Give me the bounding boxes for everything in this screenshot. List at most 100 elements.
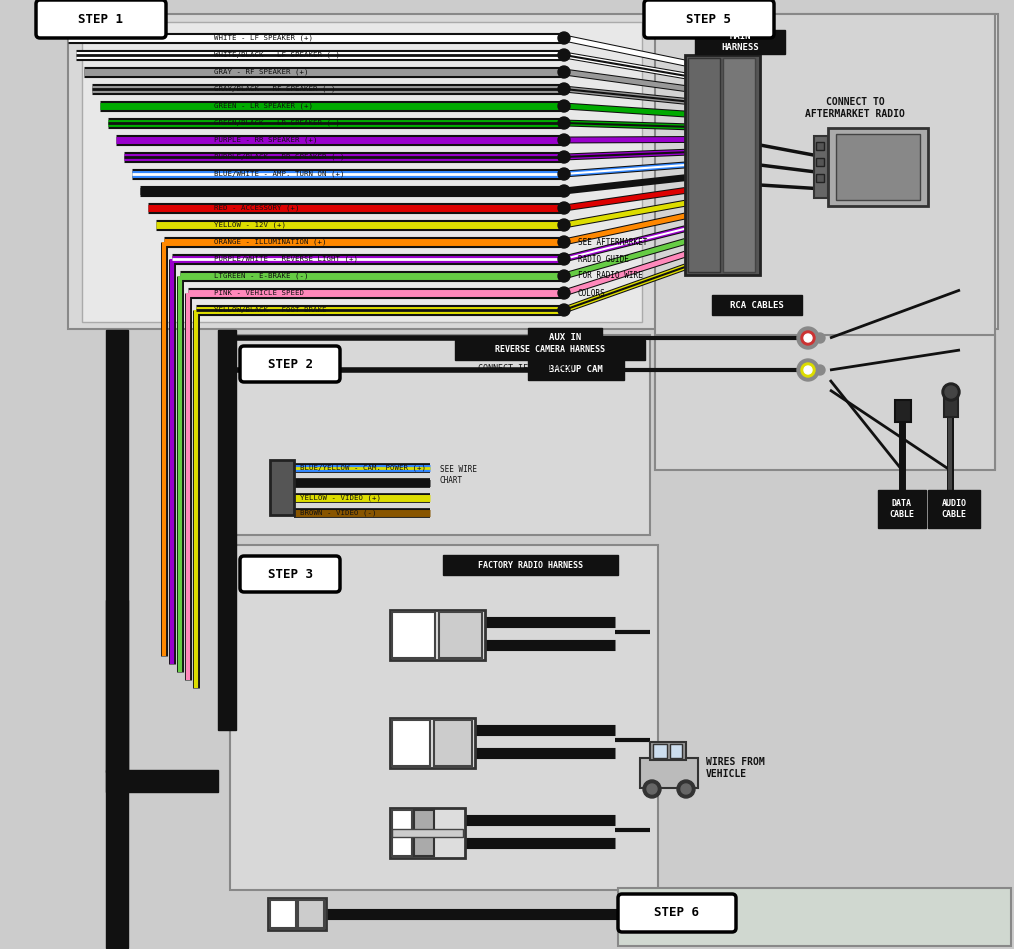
Text: MAIN
HARNESS: MAIN HARNESS — [721, 32, 758, 51]
Text: PINK - VEHICLE SPEED: PINK - VEHICLE SPEED — [214, 290, 304, 296]
Bar — [230, 545, 658, 890]
Bar — [439, 612, 482, 658]
Bar — [106, 770, 218, 792]
Text: RCA CABLES: RCA CABLES — [730, 301, 784, 309]
Text: DATA
CABLE: DATA CABLE — [889, 499, 915, 519]
Circle shape — [558, 270, 570, 282]
Bar — [878, 490, 926, 528]
Circle shape — [797, 359, 819, 381]
Circle shape — [815, 333, 825, 343]
Circle shape — [945, 386, 957, 398]
Circle shape — [797, 327, 819, 349]
Bar — [392, 612, 435, 658]
Text: FOR RADIO WIRE: FOR RADIO WIRE — [578, 271, 643, 281]
Text: AUDIO
CABLE: AUDIO CABLE — [942, 499, 966, 519]
Bar — [270, 900, 296, 928]
Text: STEP 3: STEP 3 — [268, 568, 312, 581]
Bar — [685, 55, 760, 275]
Text: YELLOW/BLACK - FOOT BRAKE: YELLOW/BLACK - FOOT BRAKE — [214, 307, 327, 313]
Text: SEE AFTERMARKET: SEE AFTERMARKET — [578, 237, 647, 247]
Text: YELLOW - VIDEO (+): YELLOW - VIDEO (+) — [300, 494, 381, 501]
Text: LTGREEN - E-BRAKE (-): LTGREEN - E-BRAKE (-) — [214, 272, 308, 279]
Text: WIRES FROM
VEHICLE: WIRES FROM VEHICLE — [706, 757, 765, 779]
Bar — [816, 158, 824, 166]
Bar — [390, 718, 475, 768]
Bar — [434, 720, 472, 766]
Text: STEP 5: STEP 5 — [686, 12, 731, 26]
Text: STEP 2: STEP 2 — [268, 358, 312, 370]
Bar — [723, 58, 755, 272]
Text: PURPLE/BLACK - RR SPEAKER (-): PURPLE/BLACK - RR SPEAKER (-) — [214, 154, 345, 160]
Bar — [816, 174, 824, 182]
Circle shape — [558, 287, 570, 299]
Text: BROWN - VIDEO (-): BROWN - VIDEO (-) — [300, 510, 376, 516]
Bar — [944, 395, 958, 417]
Text: BLACK - GROUND: BLACK - GROUND — [214, 188, 277, 194]
Text: BLACK - GROUND (-): BLACK - GROUND (-) — [300, 480, 381, 486]
Circle shape — [558, 134, 570, 146]
Circle shape — [942, 383, 960, 401]
Bar — [670, 744, 682, 758]
Text: PURPLE - RR SPEAKER (+): PURPLE - RR SPEAKER (+) — [214, 137, 317, 143]
Bar — [390, 610, 485, 660]
Bar — [814, 136, 828, 198]
Bar — [218, 330, 236, 730]
FancyBboxPatch shape — [644, 0, 774, 38]
Bar — [895, 400, 911, 422]
Circle shape — [558, 253, 570, 265]
Circle shape — [558, 185, 570, 197]
Bar — [390, 808, 465, 858]
Bar — [618, 888, 1011, 946]
Circle shape — [558, 66, 570, 78]
Circle shape — [804, 334, 812, 342]
Text: ORANGE - ILLUMINATION (+): ORANGE - ILLUMINATION (+) — [214, 239, 327, 245]
FancyBboxPatch shape — [240, 346, 340, 382]
FancyBboxPatch shape — [618, 894, 736, 932]
Circle shape — [558, 49, 570, 61]
Bar — [689, 58, 720, 272]
Bar — [106, 600, 128, 772]
Circle shape — [677, 780, 695, 798]
Circle shape — [558, 304, 570, 316]
Circle shape — [681, 784, 691, 794]
Bar — [392, 720, 430, 766]
Bar — [230, 335, 650, 535]
Circle shape — [558, 32, 570, 44]
FancyBboxPatch shape — [240, 556, 340, 592]
Bar — [392, 810, 412, 856]
Text: GREEN - LR SPEAKER (+): GREEN - LR SPEAKER (+) — [214, 102, 313, 109]
Circle shape — [801, 331, 815, 345]
Bar — [268, 898, 325, 930]
Text: WHITE/BLACK - LF SPEAKER (-): WHITE/BLACK - LF SPEAKER (-) — [214, 52, 340, 58]
Bar — [640, 758, 698, 788]
Circle shape — [815, 365, 825, 375]
Bar — [712, 295, 802, 315]
Text: STEP 6: STEP 6 — [654, 906, 700, 920]
Text: BLUE/YELLOW - CAM. POWER (+): BLUE/YELLOW - CAM. POWER (+) — [300, 465, 426, 472]
Bar — [655, 14, 995, 469]
Bar — [928, 490, 980, 528]
Text: RADIO GUIDE: RADIO GUIDE — [578, 254, 629, 264]
Bar — [443, 555, 618, 575]
Text: WHITE - LF SPEAKER (+): WHITE - LF SPEAKER (+) — [214, 35, 313, 41]
Text: STEP 1: STEP 1 — [78, 12, 124, 26]
Text: CONNECT IF EQUIPPED: CONNECT IF EQUIPPED — [478, 363, 573, 373]
Bar — [106, 330, 128, 948]
Text: BACKUP CAM: BACKUP CAM — [550, 365, 603, 375]
Text: YELLOW - 12V (+): YELLOW - 12V (+) — [214, 222, 286, 229]
Bar — [828, 128, 928, 206]
Bar — [68, 14, 998, 329]
Bar — [650, 742, 686, 760]
Text: FACTORY RADIO HARNESS: FACTORY RADIO HARNESS — [478, 561, 583, 569]
Bar — [655, 335, 995, 470]
Circle shape — [558, 202, 570, 214]
Circle shape — [558, 219, 570, 231]
Circle shape — [558, 83, 570, 95]
Bar — [816, 142, 824, 150]
Text: CONNECT TO
AFTERMARKET RADIO: CONNECT TO AFTERMARKET RADIO — [805, 97, 904, 119]
Bar — [836, 134, 920, 200]
Text: GREEN/BLACK - LR SPEAKER (-): GREEN/BLACK - LR SPEAKER (-) — [214, 120, 340, 126]
Bar — [455, 340, 645, 360]
Bar — [414, 810, 434, 856]
Circle shape — [558, 100, 570, 112]
